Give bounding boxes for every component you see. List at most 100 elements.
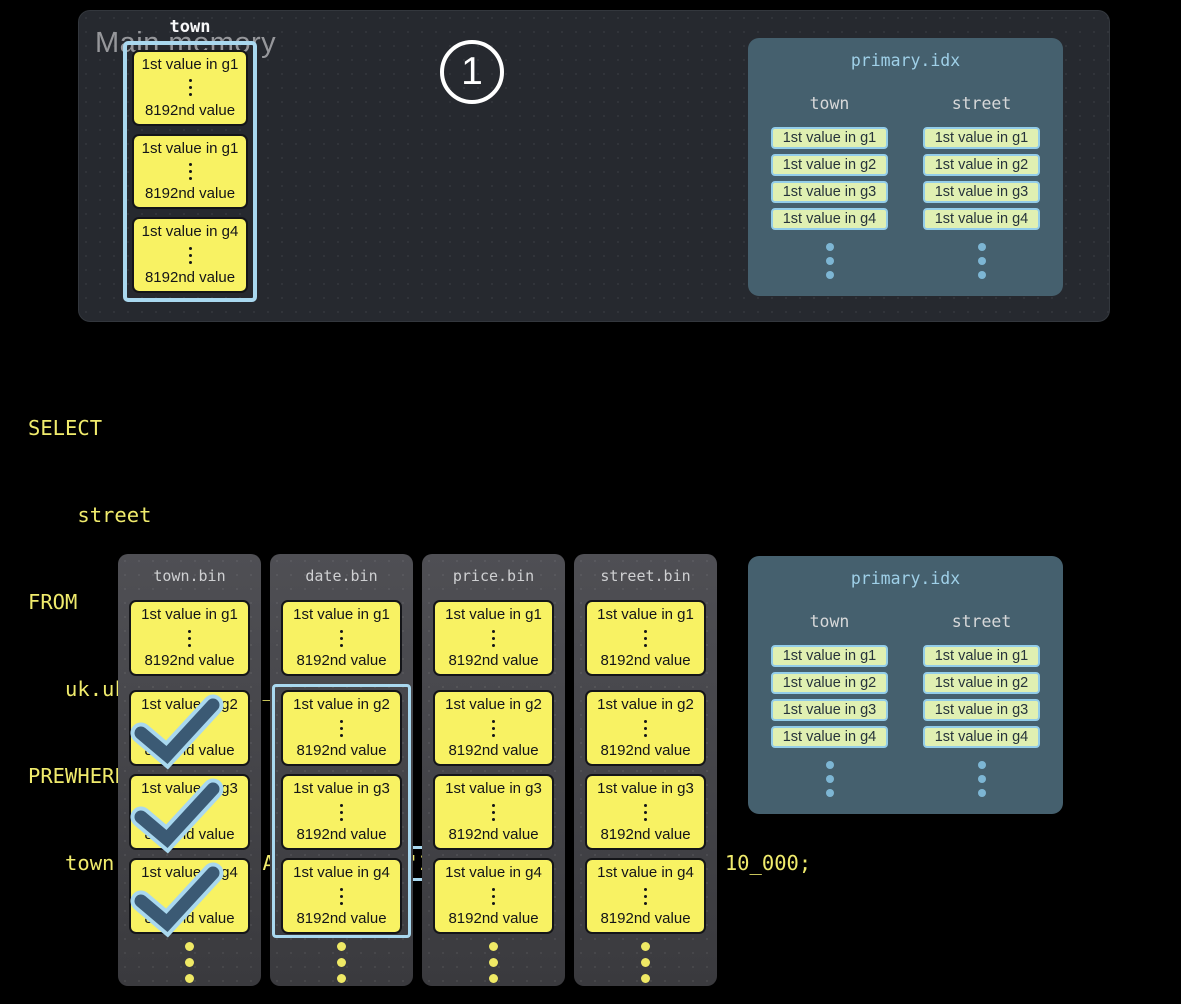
ellipsis-icon xyxy=(492,629,495,647)
index-chip-list: 1st value in g1 1st value in g2 1st valu… xyxy=(771,127,888,230)
granule-block: 1st value in g4 8192nd value xyxy=(132,217,248,294)
index-mark-chip: 1st value in g3 xyxy=(771,699,888,721)
index-column-street: street 1st value in g1 1st value in g2 1… xyxy=(923,94,1040,279)
granule-last-value: 8192nd value xyxy=(144,101,236,119)
granule-first-value: 1st value in g3 xyxy=(445,780,542,797)
ellipsis-icon xyxy=(644,629,647,647)
ellipsis-icon xyxy=(340,887,343,905)
index-column-street: street 1st value in g1 1st value in g2 1… xyxy=(923,612,1040,797)
granule-first-value: 1st value in g4 xyxy=(141,223,239,241)
granule-block: 1st value in g1 8192nd value xyxy=(433,600,554,676)
ellipsis-icon xyxy=(188,246,192,264)
granule-first-value: 1st value in g4 xyxy=(293,864,390,881)
granule-last-value: 8192nd value xyxy=(448,652,539,669)
more-rows-dots-icon xyxy=(825,761,834,797)
bin-file-title: street.bin xyxy=(600,567,691,585)
index-mark-chip: 1st value in g2 xyxy=(923,154,1040,176)
index-column-header: street xyxy=(951,612,1012,631)
sql-line: street xyxy=(28,503,152,527)
index-mark-chip: 1st value in g4 xyxy=(923,726,1040,748)
granule-block: 1st value in g4 8192nd value xyxy=(433,858,554,934)
bin-file-title: price.bin xyxy=(452,567,535,585)
sql-line: PREWHERE xyxy=(28,764,127,788)
granule-block-selected: 1st value in g2 8192nd value xyxy=(129,690,250,770)
granule-block: 1st value in g4 8192nd value xyxy=(585,858,706,934)
more-granules-dots-icon xyxy=(118,942,261,983)
step-number: 1 xyxy=(461,50,483,93)
granule-last-value: 8192nd value xyxy=(600,826,691,843)
primary-index-title: primary.idx xyxy=(850,51,961,70)
granule-first-value: 1st value in g1 xyxy=(597,606,694,623)
column-file-street-bin: street.bin 1st value in g1 8192nd value … xyxy=(574,554,717,986)
granule-block-selected: 1st value in g4 8192nd value xyxy=(129,858,250,938)
ellipsis-icon xyxy=(340,719,343,737)
granule-last-value: 8192nd value xyxy=(448,910,539,927)
index-mark-chip: 1st value in g3 xyxy=(771,181,888,203)
granule-first-value: 1st value in g1 xyxy=(141,606,238,623)
granule-block: 1st value in g4 8192nd value xyxy=(281,858,402,934)
index-column-header: town xyxy=(809,612,850,631)
granule-block: 1st value in g1 8192nd value xyxy=(129,600,250,676)
granule-last-value: 8192nd value xyxy=(144,185,236,203)
ellipsis-icon xyxy=(188,79,192,97)
checkmark-icon xyxy=(130,694,224,770)
column-file-town-bin: town.bin 1st value in g1 8192nd value 1s… xyxy=(118,554,261,986)
primary-index-columns: town 1st value in g1 1st value in g2 1st… xyxy=(771,612,1040,797)
ellipsis-icon xyxy=(644,803,647,821)
granule-first-value: 1st value in g4 xyxy=(597,864,694,881)
granule-first-value: 1st value in g2 xyxy=(445,696,542,713)
primary-index-panel-bottom: primary.idx town 1st value in g1 1st val… xyxy=(748,556,1063,814)
sql-line: FROM xyxy=(28,590,78,614)
granule-block: 1st value in g1 8192nd value xyxy=(585,600,706,676)
more-rows-dots-icon xyxy=(977,243,986,279)
step-1-badge: 1 xyxy=(440,40,504,104)
checkmark-icon xyxy=(130,778,224,854)
granule-first-value: 1st value in g1 xyxy=(445,606,542,623)
primary-index-title: primary.idx xyxy=(850,569,961,588)
granule-block: 1st value in g3 8192nd value xyxy=(433,774,554,850)
granule-last-value: 8192nd value xyxy=(296,826,387,843)
granule-block: 1st value in g1 8192nd value xyxy=(132,133,248,210)
granule-block: 1st value in g3 8192nd value xyxy=(585,774,706,850)
index-mark-chip: 1st value in g2 xyxy=(771,154,888,176)
bin-file-title: town.bin xyxy=(153,567,226,585)
granule-block: 1st value in g2 8192nd value xyxy=(585,690,706,766)
selected-granules-box: 1st value in g1 8192nd value 1st value i… xyxy=(123,41,257,302)
granule-first-value: 1st value in g4 xyxy=(445,864,542,881)
checkmark-icon xyxy=(130,862,224,938)
granule-block: 1st value in g2 8192nd value xyxy=(281,690,402,766)
granule-first-value: 1st value in g1 xyxy=(141,56,239,73)
granule-last-value: 8192nd value xyxy=(600,652,691,669)
granule-block: 1st value in g2 8192nd value xyxy=(433,690,554,766)
granule-block-selected: 1st value in g3 8192nd value xyxy=(129,774,250,854)
ellipsis-icon xyxy=(492,719,495,737)
index-mark-chip: 1st value in g2 xyxy=(923,672,1040,694)
granule-last-value: 8192nd value xyxy=(296,742,387,759)
index-mark-chip: 1st value in g1 xyxy=(771,645,888,667)
granule-last-value: 8192nd value xyxy=(448,826,539,843)
granule-first-value: 1st value in g3 xyxy=(293,780,390,797)
granule-last-value: 8192nd value xyxy=(144,269,236,286)
index-column-header: street xyxy=(951,94,1012,113)
granule-first-value: 1st value in g3 xyxy=(597,780,694,797)
primary-index-columns: town 1st value in g1 1st value in g2 1st… xyxy=(771,94,1040,279)
granule-block: 1st value in g1 8192nd value xyxy=(281,600,402,676)
ellipsis-icon xyxy=(188,629,191,647)
granule-first-value: 1st value in g2 xyxy=(293,696,390,713)
index-mark-chip: 1st value in g2 xyxy=(771,672,888,694)
granule-last-value: 8192nd value xyxy=(144,652,235,669)
ellipsis-icon xyxy=(188,163,192,180)
town-column-label: town xyxy=(169,17,211,37)
more-rows-dots-icon xyxy=(977,761,986,797)
index-column-header: town xyxy=(809,94,850,113)
granule-last-value: 8192nd value xyxy=(296,652,387,669)
index-chip-list: 1st value in g1 1st value in g2 1st valu… xyxy=(923,127,1040,230)
ellipsis-icon xyxy=(644,719,647,737)
ellipsis-icon xyxy=(492,887,495,905)
ellipsis-icon xyxy=(340,803,343,821)
more-rows-dots-icon xyxy=(825,243,834,279)
index-chip-list: 1st value in g1 1st value in g2 1st valu… xyxy=(771,645,888,748)
ellipsis-icon xyxy=(492,803,495,821)
index-mark-chip: 1st value in g1 xyxy=(923,127,1040,149)
